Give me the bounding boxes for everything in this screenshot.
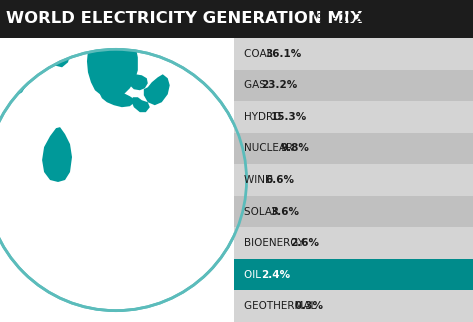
Bar — [234, 290, 473, 322]
Text: 2.4%: 2.4% — [261, 270, 290, 280]
Polygon shape — [49, 47, 70, 67]
Bar — [234, 227, 473, 259]
Polygon shape — [132, 97, 150, 112]
Polygon shape — [5, 60, 28, 97]
Text: 9.8%: 9.8% — [280, 143, 309, 154]
Polygon shape — [93, 68, 108, 84]
Text: GEOTHERMAL: GEOTHERMAL — [244, 301, 320, 311]
Text: SOLAR: SOLAR — [244, 206, 282, 217]
Bar — [234, 70, 473, 101]
Bar — [0, 0, 473, 38]
Text: BIOENERGY: BIOENERGY — [244, 238, 307, 248]
Text: 15.3%: 15.3% — [271, 112, 307, 122]
Polygon shape — [112, 34, 130, 55]
Circle shape — [0, 49, 246, 311]
Bar — [234, 196, 473, 227]
Polygon shape — [90, 49, 97, 60]
Bar — [234, 164, 473, 196]
Polygon shape — [68, 46, 80, 57]
Text: 3.6%: 3.6% — [271, 206, 299, 217]
Bar — [234, 38, 473, 70]
Bar — [234, 133, 473, 164]
Text: 6.6%: 6.6% — [265, 175, 295, 185]
Circle shape — [0, 46, 250, 314]
Text: 36.1%: 36.1% — [265, 49, 302, 59]
Text: 0.3%: 0.3% — [295, 301, 324, 311]
Text: 23.2%: 23.2% — [261, 80, 297, 90]
Polygon shape — [144, 74, 170, 105]
Text: NUCLEAR: NUCLEAR — [244, 143, 297, 154]
Text: 2.6%: 2.6% — [290, 238, 319, 248]
Polygon shape — [87, 24, 138, 98]
Bar — [234, 259, 473, 290]
Bar — [234, 101, 473, 133]
Polygon shape — [129, 74, 148, 90]
Text: COAL: COAL — [244, 49, 276, 59]
Polygon shape — [97, 43, 101, 47]
Polygon shape — [42, 127, 72, 182]
Text: WIND: WIND — [244, 175, 276, 185]
Text: (% - 2021): (% - 2021) — [312, 13, 374, 25]
Text: GAS: GAS — [244, 80, 269, 90]
Text: OIL: OIL — [244, 270, 264, 280]
Text: WORLD ELECTRICITY GENERATION MIX: WORLD ELECTRICITY GENERATION MIX — [6, 12, 362, 26]
Polygon shape — [92, 50, 130, 92]
Polygon shape — [100, 88, 135, 107]
Text: HYDRO: HYDRO — [244, 112, 285, 122]
